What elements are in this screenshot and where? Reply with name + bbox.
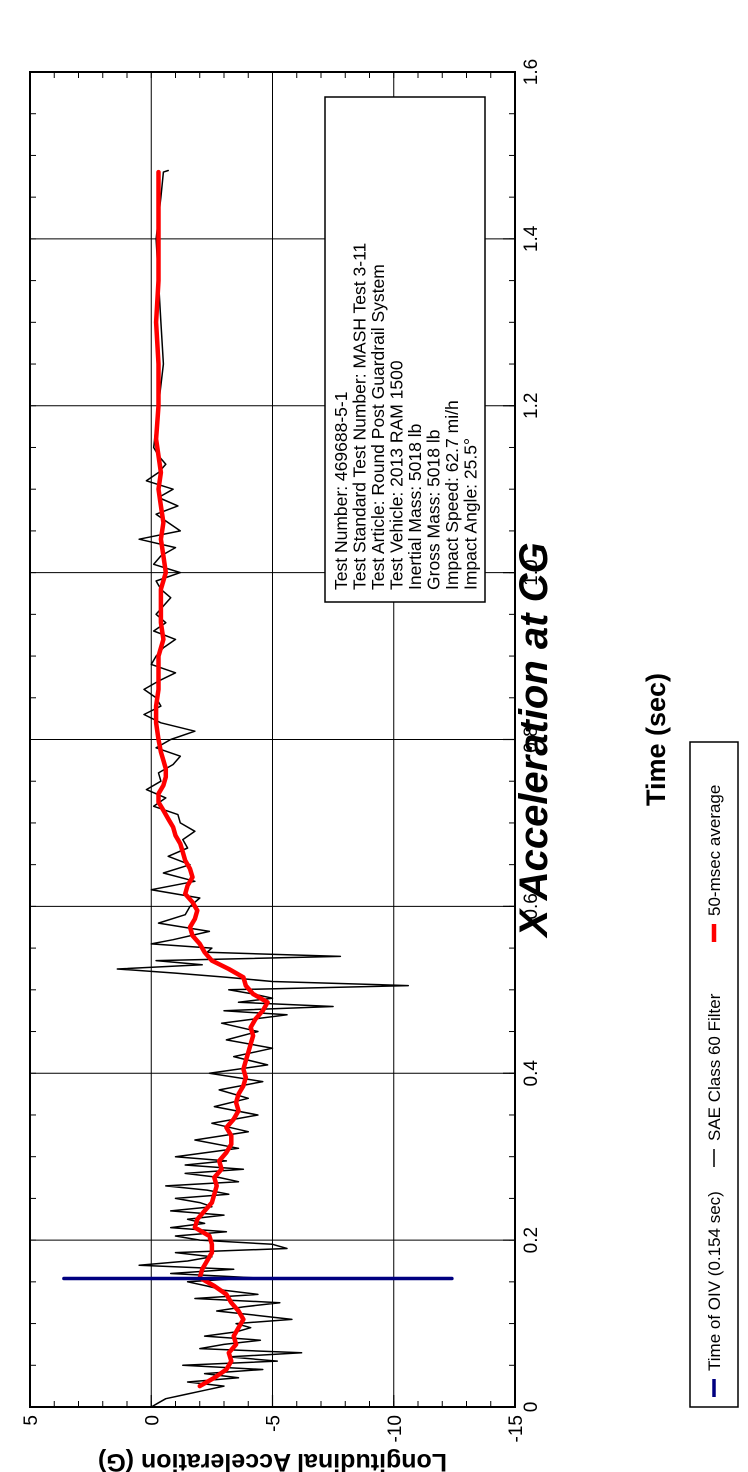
x-tick-label: 1.0 bbox=[521, 559, 542, 585]
x-tick-label: 1.6 bbox=[521, 59, 542, 85]
legend-label: 50-msec average bbox=[705, 785, 724, 916]
test-info-box-frame bbox=[324, 96, 486, 603]
plot-frame bbox=[29, 71, 516, 1408]
y-tick-label: -15 bbox=[506, 1415, 527, 1442]
test-info-line: Impact Angle: 25.5° bbox=[461, 438, 481, 590]
x-tick-label: 1.4 bbox=[521, 225, 542, 252]
test-info-line: Test Vehicle: 2013 RAM 1500 bbox=[387, 360, 407, 590]
x-tick-label: 0.2 bbox=[521, 1227, 542, 1253]
chart-title: X Acceleration at CG bbox=[512, 542, 556, 938]
test-info-line: Gross Mass: 5018 lb bbox=[424, 430, 444, 590]
y-tick-label: 0 bbox=[142, 1415, 163, 1426]
test-info-line: Test Article: Round Post Guardrail Syste… bbox=[368, 264, 388, 590]
y-tick-label: -10 bbox=[385, 1415, 406, 1442]
x-tick-label: 0.4 bbox=[521, 1060, 542, 1087]
test-info-line: Inertial Mass: 5018 lb bbox=[405, 424, 425, 590]
x-tick-label: 1.2 bbox=[521, 393, 542, 419]
y-tick-label: -5 bbox=[264, 1415, 285, 1432]
x-tick-label: 0 bbox=[521, 1402, 542, 1413]
x-tick-label: 0.6 bbox=[521, 893, 542, 919]
test-info-line: Impact Speed: 62.7 mi/h bbox=[442, 400, 462, 590]
filtered-data-line bbox=[116, 169, 410, 1408]
test-info-line: Test Number: 469688-5-1 bbox=[331, 392, 351, 590]
x-tick-label: 0.8 bbox=[521, 726, 542, 752]
legend-label: Time of OIV (0.154 sec) bbox=[705, 1191, 724, 1371]
y-tick-label: 5 bbox=[21, 1415, 42, 1426]
x-axis-label: Time (sec) bbox=[641, 673, 671, 806]
axis-tick-labels: 0 0.2 0.4 0.6 0.8 1.0 1.2 1.4 1.6 -15 -10 -5 0 5 bbox=[21, 59, 542, 1443]
data-series bbox=[62, 169, 454, 1408]
y-axis-label: Longitudinal Acceleration (G) bbox=[98, 1448, 447, 1472]
legend-label: SAE Class 60 Filter bbox=[705, 993, 724, 1141]
legend: Time of OIV (0.154 sec) SAE Class 60 Filt… bbox=[689, 741, 739, 1408]
grid-lines bbox=[30, 72, 515, 1407]
legend-frame bbox=[689, 741, 739, 1408]
test-info-line: Test Standard Test Number: MASH Test 3-1… bbox=[350, 243, 370, 590]
average-line bbox=[153, 169, 270, 1389]
